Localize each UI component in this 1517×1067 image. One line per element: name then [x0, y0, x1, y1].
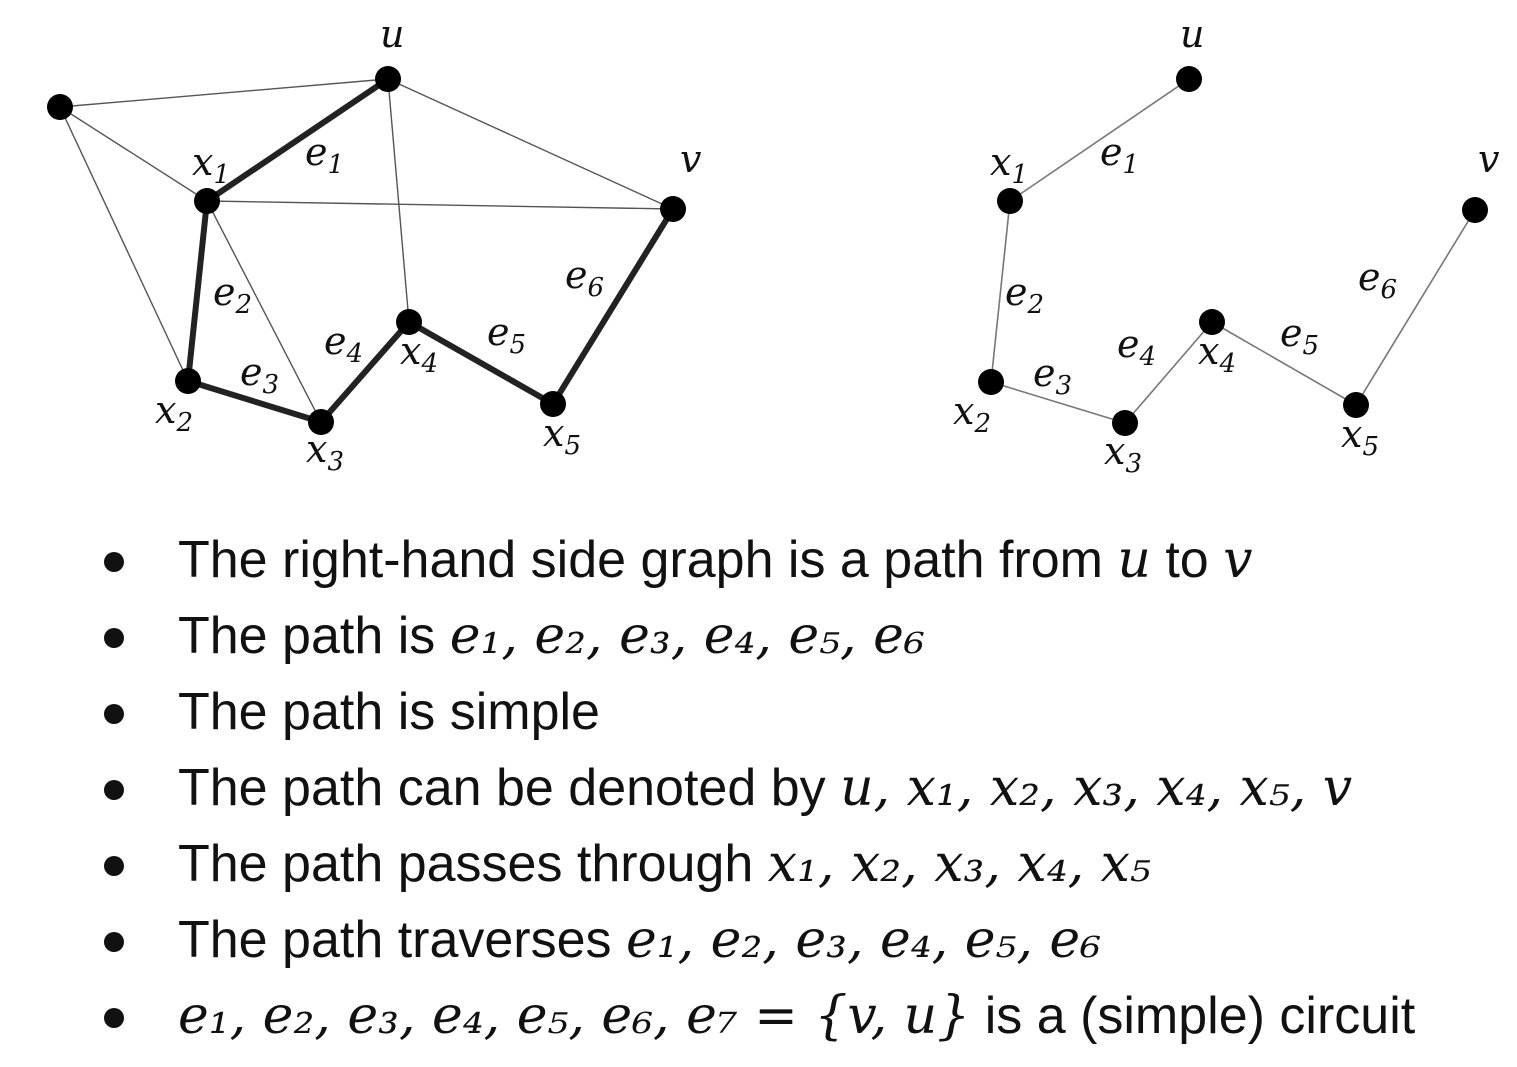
- bullet-dot-icon: [104, 780, 124, 800]
- graph-diagram: u v x1 x2 x3 x4 x5 e1 e2 e3 e4 e5 e6 u v…: [47, 12, 1500, 479]
- bullet-dot-icon: [104, 856, 124, 876]
- label-e3: e3: [1033, 351, 1072, 401]
- vertex-x5: [540, 391, 566, 417]
- edge-w-x1: [59, 106, 208, 202]
- edge-x1-v: [206, 200, 674, 210]
- bullet-math: e₁, e₂, e₃, e₄, e₅, e₆: [626, 910, 1102, 970]
- label-x2: x2: [155, 388, 193, 438]
- vertex-v: [660, 196, 686, 222]
- bullet-math: e₁, e₂, e₃, e₄, e₅, e₆, e₇ = {v, u}: [178, 986, 971, 1046]
- vertex-w: [47, 94, 73, 120]
- label-e1: e1: [1100, 130, 1139, 180]
- bullet-dot-icon: [104, 1008, 124, 1028]
- edge-e2-bold: [185, 198, 210, 384]
- vertex-x2: [978, 369, 1004, 395]
- label-x1: x1: [192, 140, 230, 190]
- label-e2: e2: [213, 270, 252, 320]
- edge-e5: [1211, 321, 1357, 406]
- label-e4: e4: [324, 319, 363, 369]
- edge-u-x4: [387, 78, 410, 323]
- edge-x1-x3: [206, 200, 322, 423]
- vertex-x1: [194, 188, 220, 214]
- label-x5: x5: [1341, 412, 1379, 462]
- bullet-item: e₁, e₂, e₃, e₄, e₅, e₆, e₇ = {v, u} is a…: [0, 978, 1517, 1054]
- label-x5: x5: [543, 411, 581, 461]
- edge-e1: [1009, 78, 1190, 202]
- edge-e4: [1124, 321, 1213, 424]
- edge-e3: [990, 381, 1126, 424]
- label-v: v: [1478, 137, 1500, 181]
- bullet-list: The right-hand side graph is a path from…: [0, 522, 1517, 1054]
- vertex-u: [375, 66, 401, 92]
- label-e5: e5: [487, 310, 526, 360]
- label-e2: e2: [1005, 270, 1044, 320]
- label-e6: e6: [1358, 255, 1397, 305]
- vertex-x1: [997, 188, 1023, 214]
- bullet-item: The path can be denoted by u, x₁, x₂, x₃…: [0, 750, 1517, 826]
- label-v: v: [680, 137, 702, 181]
- vertex-x2: [175, 368, 201, 394]
- label-u: u: [380, 12, 404, 56]
- label-e1: e1: [305, 130, 344, 180]
- vertex-v: [1462, 197, 1488, 223]
- bullet-text: The path is simple: [178, 683, 600, 741]
- bullet-text: The right-hand side graph is a path from: [178, 531, 1118, 589]
- label-e5: e5: [1280, 311, 1319, 361]
- edge-u-v: [387, 78, 674, 210]
- label-x1: x1: [990, 140, 1028, 190]
- vertex-x3: [1112, 410, 1138, 436]
- edge-w-x2: [59, 106, 189, 382]
- bullet-item: The right-hand side graph is a path from…: [0, 522, 1517, 598]
- bullet-text: The path passes through: [178, 835, 768, 893]
- label-u: u: [1180, 12, 1204, 56]
- bullet-math: v: [1223, 530, 1253, 590]
- bullet-math: e₁, e₂, e₃, e₄, e₅, e₆: [449, 606, 925, 666]
- label-e6: e6: [565, 253, 604, 303]
- edge-e6-bold: [550, 206, 676, 407]
- label-x4: x4: [1198, 329, 1236, 379]
- label-x4: x4: [400, 329, 438, 379]
- label-x2: x2: [953, 389, 991, 439]
- edge-e3-bold: [185, 378, 324, 425]
- bullet-text: The path is: [178, 607, 450, 665]
- bullet-dot-icon: [104, 932, 124, 952]
- left-graph: u v x1 x2 x3 x4 x5 e1 e2 e3 e4 e5 e6: [47, 12, 702, 477]
- bullet-math: u: [1117, 530, 1151, 590]
- bullet-text: is a (simple) circuit: [970, 987, 1416, 1045]
- label-x3: x3: [1104, 429, 1142, 479]
- vertex-x4: [396, 309, 422, 335]
- bullet-item: The path is e₁, e₂, e₃, e₄, e₅, e₆: [0, 598, 1517, 674]
- edge-e4-bold: [318, 319, 412, 425]
- vertex-u: [1176, 66, 1202, 92]
- bullet-item: The path passes through x₁, x₂, x₃, x₄, …: [0, 826, 1517, 902]
- bullet-math: u, x₁, x₂, x₃, x₄, x₅, v: [840, 758, 1353, 818]
- vertex-x5: [1343, 392, 1369, 418]
- edge-e5-bold: [406, 319, 556, 407]
- bullet-text: The path can be denoted by: [178, 759, 841, 817]
- label-e3: e3: [240, 350, 279, 400]
- bullet-text: The path traverses: [178, 911, 626, 969]
- bullet-dot-icon: [104, 552, 124, 572]
- bullet-text: to: [1150, 531, 1224, 589]
- bullet-math: x₁, x₂, x₃, x₄, x₅: [767, 834, 1151, 894]
- right-graph: u v x1 x2 x3 x4 x5 e1 e2 e3 e4 e5 e6: [953, 12, 1500, 479]
- edge-w-u: [59, 78, 389, 108]
- edge-e1-bold: [204, 76, 391, 204]
- label-x3: x3: [306, 427, 344, 477]
- vertex-x3: [308, 409, 334, 435]
- bullet-item: The path is simple: [0, 674, 1517, 750]
- edge-e2: [990, 200, 1011, 383]
- label-e4: e4: [1117, 322, 1156, 372]
- bullet-item: The path traverses e₁, e₂, e₃, e₄, e₅, e…: [0, 902, 1517, 978]
- bullet-dot-icon: [104, 704, 124, 724]
- vertex-x4: [1199, 309, 1225, 335]
- edge-e6: [1355, 209, 1476, 406]
- bullet-dot-icon: [104, 628, 124, 648]
